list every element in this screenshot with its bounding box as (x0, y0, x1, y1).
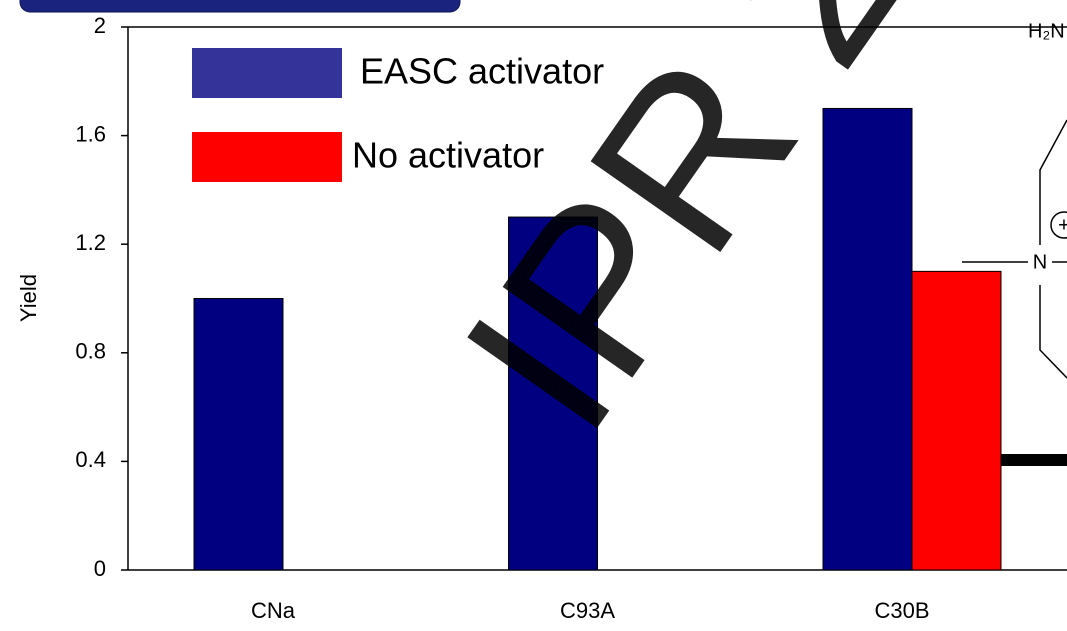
legend-swatch (192, 132, 342, 182)
y-tick-label: 2 (94, 13, 106, 38)
annotation: H₂N (1028, 20, 1065, 42)
legend-label: No activator (352, 135, 544, 176)
legend-swatch (192, 48, 342, 98)
ring-bond (1039, 285, 1067, 379)
annotation: + (1058, 214, 1067, 236)
header-box (19, 0, 461, 13)
ring-bond (1039, 119, 1067, 245)
y-tick-label: 0.8 (75, 339, 106, 364)
y-axis-label: Yield (16, 274, 41, 322)
annotation: N (1033, 251, 1047, 273)
bar (911, 270, 1002, 571)
x-tick-label: C30B (874, 598, 929, 623)
y-tick-label: 0 (94, 556, 106, 581)
y-tick-label: 0.4 (75, 447, 106, 472)
bar (508, 216, 598, 571)
y-tick-label: 1.2 (75, 230, 106, 255)
x-tick-label: C93A (560, 598, 615, 623)
bar (193, 298, 284, 571)
legend-label: EASC activator (360, 51, 604, 92)
x-tick-label: CNa (251, 598, 296, 623)
bar (822, 107, 913, 571)
y-tick-label: 1.6 (75, 121, 106, 146)
charge-circle (1050, 211, 1067, 239)
